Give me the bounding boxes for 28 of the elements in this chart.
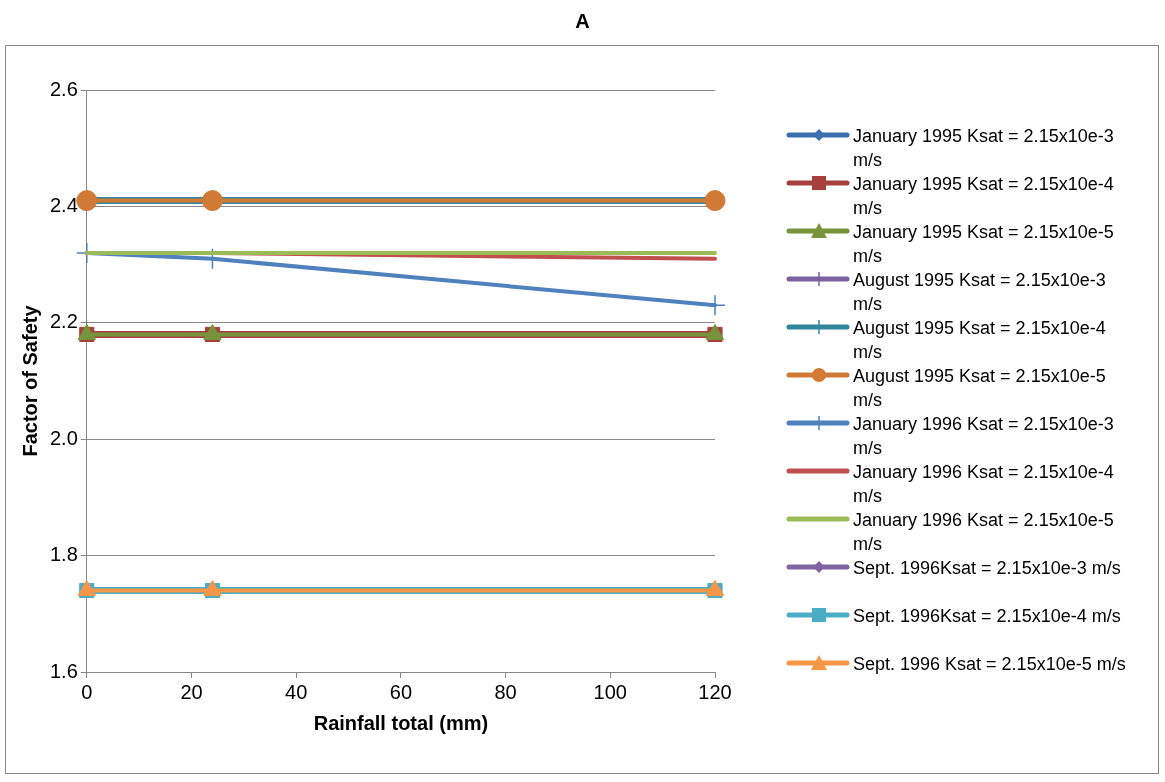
legend-label: August 1995 Ksat = 2.15x10e-3 m/s	[853, 269, 1107, 316]
y-tick-label: 2.0	[49, 426, 78, 449]
x-tick-label: 20	[180, 680, 203, 703]
y-tick-label: 2.6	[49, 77, 78, 100]
x-tick-label: 60	[389, 680, 413, 703]
x-axis-title: Rainfall total (mm)	[313, 711, 489, 734]
legend-label: August 1995 Ksat = 2.15x10e-5 m/s	[853, 365, 1107, 412]
legend-label: Sept. 1996Ksat = 2.15x10e-4 m/s	[853, 605, 1122, 628]
y-tick-label: 1.8	[49, 543, 78, 566]
legend-label: January 1995 Ksat = 2.15x10e-3 m/s	[853, 125, 1115, 172]
legend-label: January 1995 Ksat = 2.15x10e-5 m/s	[853, 221, 1115, 268]
x-tick-label: 80	[494, 680, 517, 703]
legend-label: Sept. 1996Ksat = 2.15x10e-3 m/s	[853, 557, 1122, 580]
y-tick-label: 2.4	[49, 193, 78, 216]
x-tick-label: 120	[698, 680, 732, 703]
legend-label: January 1996 Ksat = 2.15x10e-5 m/s	[853, 509, 1115, 556]
legend-label: Sept. 1996 Ksat = 2.15x10e-5 m/s	[853, 653, 1127, 676]
chart-title: A	[574, 10, 591, 33]
x-tick-label: 40	[285, 680, 308, 703]
y-tick-label: 1.6	[49, 659, 78, 682]
legend-label: January 1996 Ksat = 2.15x10e-3 m/s	[853, 413, 1115, 460]
y-axis-title: Factor of Safety	[18, 304, 41, 457]
legend-label: January 1995 Ksat = 2.15x10e-4 m/s	[853, 173, 1115, 220]
x-tick-label: 100	[593, 680, 627, 703]
x-tick-label: 0	[81, 680, 93, 703]
y-tick-label: 2.2	[49, 310, 78, 333]
legend-label: January 1996 Ksat = 2.15x10e-4 m/s	[853, 461, 1115, 508]
legend-label: August 1995 Ksat = 2.15x10e-4 m/s	[853, 317, 1107, 364]
